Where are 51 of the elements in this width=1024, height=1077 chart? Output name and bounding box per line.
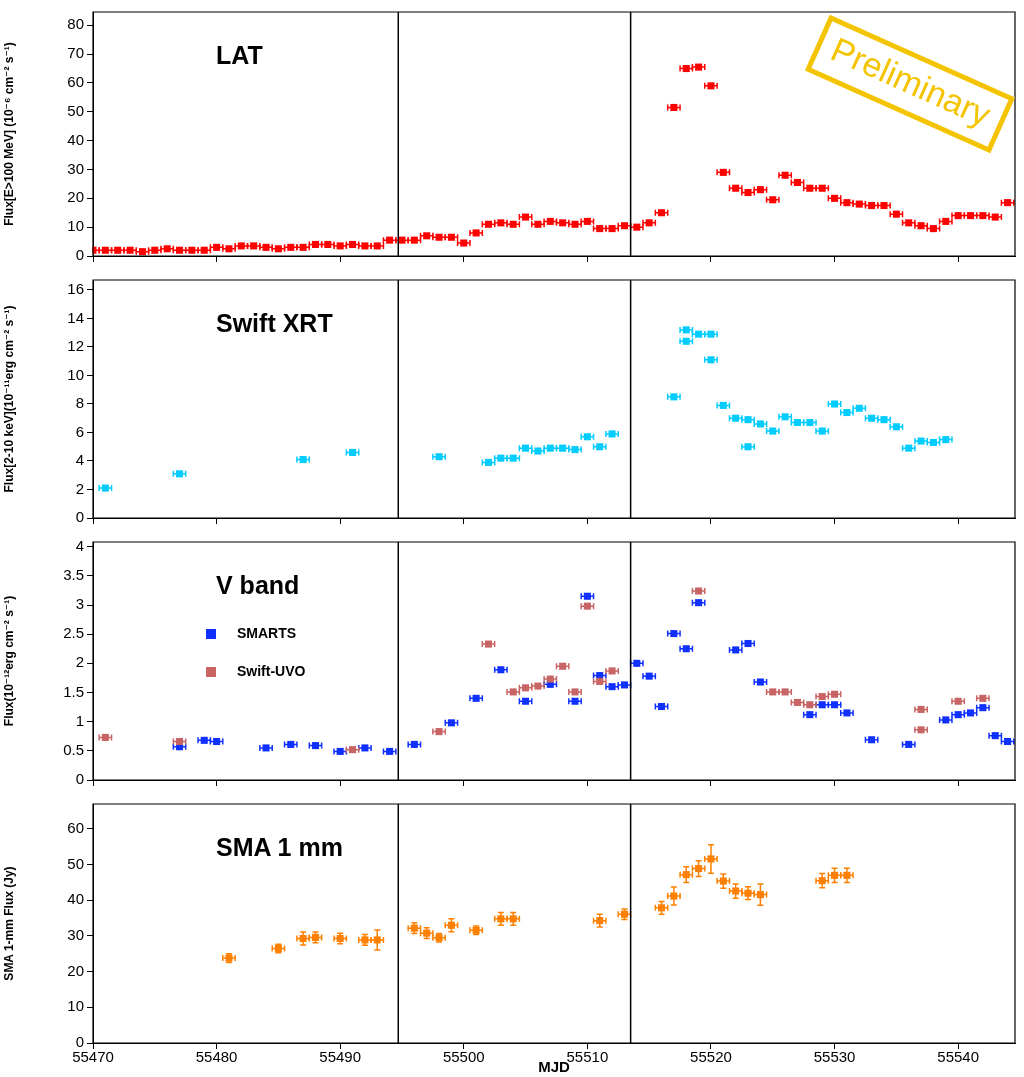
y-tick-label: 16 bbox=[67, 280, 84, 298]
y-tick-label: 70 bbox=[67, 44, 84, 62]
y-tick-label: 20 bbox=[67, 961, 84, 979]
y-tick-label: 0 bbox=[75, 770, 84, 788]
y-tick-label: 10 bbox=[67, 365, 84, 383]
y-tick-label: 2.5 bbox=[63, 624, 84, 642]
x-tick-label: 55530 bbox=[813, 1048, 856, 1066]
y-tick-label: 3.5 bbox=[63, 565, 84, 583]
text: V band bbox=[216, 570, 300, 599]
y-axis-title: SMA 1-mm Flux (Jy) bbox=[1, 866, 16, 981]
y-axis-title: Flux(10⁻¹²erg cm⁻² s⁻¹) bbox=[1, 595, 16, 727]
x-tick-label: 55470 bbox=[72, 1048, 114, 1066]
y-tick-label: 4 bbox=[75, 451, 84, 469]
y-tick-label: 2 bbox=[75, 653, 84, 671]
text: SMA 1 mm bbox=[216, 832, 343, 861]
text: LAT bbox=[216, 40, 263, 69]
y-tick-label: 0.5 bbox=[63, 740, 84, 758]
legend-label: SMARTS bbox=[237, 624, 297, 641]
y-tick-label: 40 bbox=[67, 130, 84, 148]
x-tick-label: 55500 bbox=[442, 1048, 485, 1066]
x-tick-label: 55490 bbox=[319, 1048, 362, 1066]
y-tick-label: 2 bbox=[75, 479, 84, 497]
y-tick-label: 50 bbox=[67, 101, 84, 119]
y-tick-label: 8 bbox=[75, 394, 84, 412]
y-axis-title: Flux[2-10 keV](10⁻¹¹erg cm⁻² s⁻¹) bbox=[1, 305, 16, 493]
y-axis-title: Flux[E>100 MeV] (10⁻⁶ cm⁻² s⁻¹) bbox=[1, 42, 16, 226]
text: Swift XRT bbox=[216, 308, 333, 337]
y-tick-label: 60 bbox=[67, 819, 84, 837]
y-tick-label: 30 bbox=[67, 159, 84, 177]
y-tick-label: 20 bbox=[67, 188, 84, 206]
y-tick-label: 0 bbox=[75, 1033, 84, 1051]
y-tick-label: 50 bbox=[67, 854, 84, 872]
y-tick-label: 80 bbox=[67, 15, 84, 33]
y-tick-label: 14 bbox=[67, 308, 84, 326]
y-tick-label: 0 bbox=[75, 508, 84, 526]
y-tick-label: 60 bbox=[67, 73, 84, 91]
y-tick-label: 10 bbox=[67, 997, 84, 1015]
x-tick-label: 55480 bbox=[195, 1048, 238, 1066]
y-tick-label: 30 bbox=[67, 926, 84, 944]
x-tick-label: 55520 bbox=[690, 1048, 732, 1066]
y-tick-label: 12 bbox=[67, 337, 84, 355]
y-tick-label: 4 bbox=[75, 536, 84, 554]
y-tick-label: 1.5 bbox=[63, 682, 84, 700]
y-tick-label: 1 bbox=[75, 711, 84, 729]
legend-label: Swift-UVO bbox=[237, 662, 306, 679]
y-tick-label: 6 bbox=[75, 422, 84, 440]
y-tick-label: 10 bbox=[67, 217, 84, 235]
y-tick-label: 3 bbox=[75, 595, 84, 613]
x-tick-label: 55540 bbox=[937, 1048, 980, 1066]
y-tick-label: 0 bbox=[75, 246, 84, 264]
y-tick-label: 40 bbox=[67, 890, 84, 908]
